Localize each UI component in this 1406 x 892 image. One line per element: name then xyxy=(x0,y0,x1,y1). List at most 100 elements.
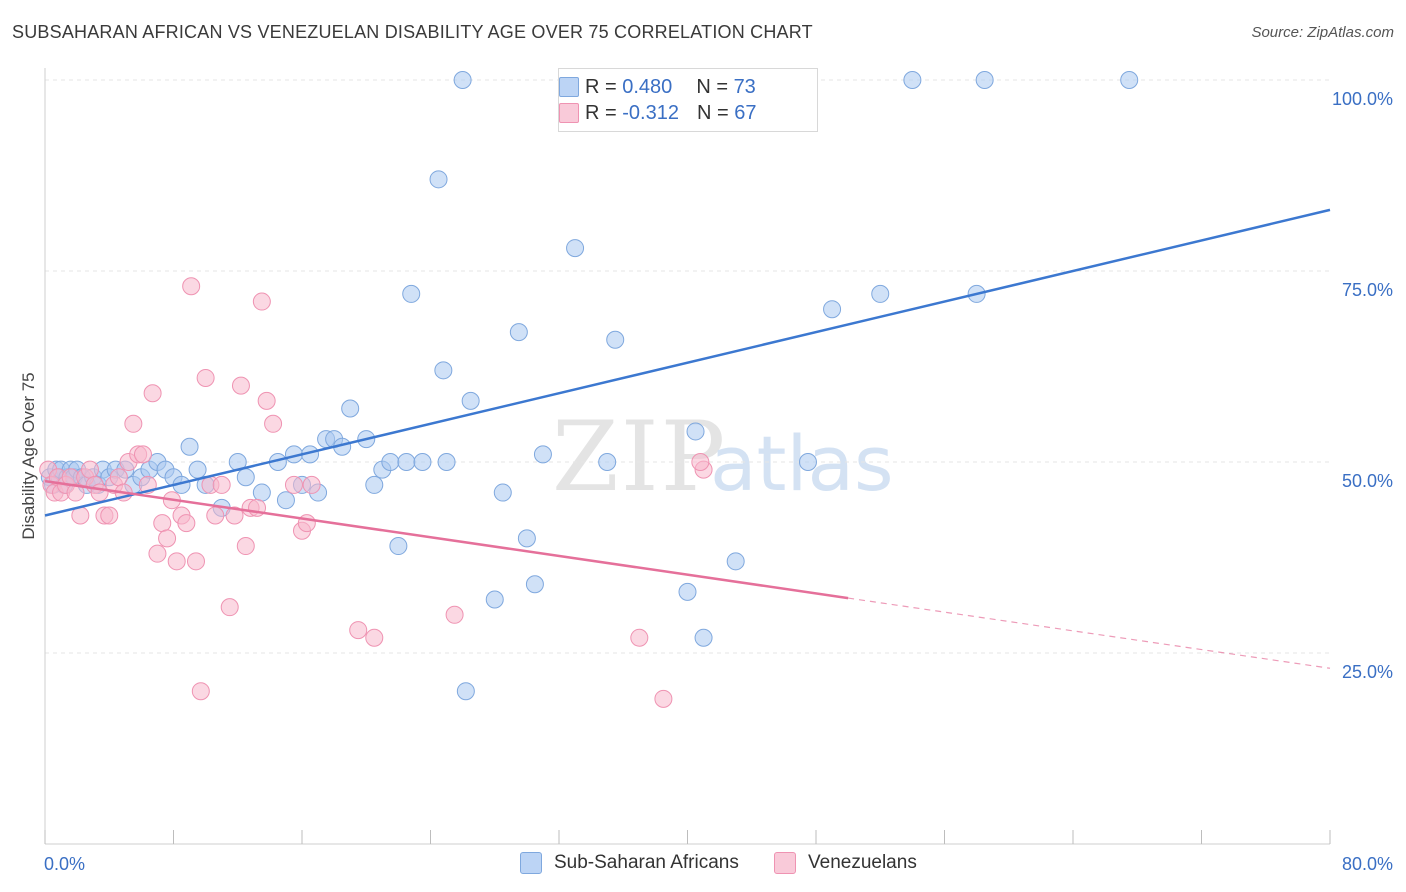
legend-row-venezuelans: R = -0.312 N = 67 xyxy=(559,101,757,125)
data-point-sub-saharan xyxy=(402,284,421,303)
data-point-sub-saharan xyxy=(1120,71,1139,89)
data-point-sub-saharan xyxy=(686,422,705,441)
legend-r-value: 0.480 xyxy=(622,75,673,98)
x-tick-label: 80.0% xyxy=(1342,854,1393,874)
data-point-venezuelan xyxy=(630,628,649,647)
legend-n-value: 73 xyxy=(733,75,756,98)
data-point-venezuelan xyxy=(236,537,255,556)
data-point-venezuelan xyxy=(80,460,99,479)
data-point-venezuelan xyxy=(212,475,231,494)
data-point-venezuelan xyxy=(133,445,152,464)
data-point-sub-saharan xyxy=(276,491,295,510)
trend-line-sub-saharan xyxy=(44,208,1331,517)
data-point-venezuelan xyxy=(445,605,464,624)
data-point-venezuelan xyxy=(206,506,225,525)
legend-label: Sub-Saharan Africans xyxy=(554,852,739,873)
data-point-sub-saharan xyxy=(903,71,922,89)
data-point-sub-saharan xyxy=(389,537,408,556)
data-point-venezuelan xyxy=(191,682,210,701)
data-point-venezuelan xyxy=(100,506,119,525)
data-point-venezuelan xyxy=(109,468,128,487)
data-point-venezuelan xyxy=(167,552,186,571)
data-point-venezuelan xyxy=(220,598,239,617)
data-point-venezuelan xyxy=(158,529,177,548)
data-point-sub-saharan xyxy=(533,445,552,464)
data-point-sub-saharan xyxy=(180,437,199,456)
legend-swatch-pink xyxy=(559,103,579,123)
data-point-venezuelan xyxy=(365,628,384,647)
data-point-sub-saharan xyxy=(397,453,416,471)
data-point-sub-saharan xyxy=(252,483,271,502)
legend-n-label: N = xyxy=(696,75,734,98)
data-point-venezuelan xyxy=(257,391,276,410)
data-point-venezuelan xyxy=(231,376,250,395)
data-point-sub-saharan xyxy=(341,399,360,418)
legend-r-label: R = xyxy=(585,101,623,124)
x-tick-label: 0.0% xyxy=(44,854,85,874)
data-point-venezuelan xyxy=(124,414,143,433)
y-tick-label: 75.0% xyxy=(1342,280,1393,300)
data-point-venezuelan xyxy=(66,483,85,502)
y-axis-label: Disability Age Over 75 xyxy=(19,372,38,539)
y-tick-label: 25.0% xyxy=(1342,662,1393,682)
trend-line-venezuelan-extension xyxy=(848,597,1331,669)
data-point-sub-saharan xyxy=(517,529,536,548)
data-point-venezuelan xyxy=(186,552,205,571)
data-point-venezuelan xyxy=(177,514,196,533)
data-point-sub-saharan xyxy=(437,453,456,471)
data-point-sub-saharan xyxy=(413,453,432,471)
bottom-legend: Sub-Saharan Africans Venezuelans xyxy=(0,852,1406,876)
legend-label: Venezuelans xyxy=(808,852,917,873)
data-point-venezuelan xyxy=(196,368,215,387)
legend-row-sub-saharan: R = 0.480 N = 73 xyxy=(559,75,756,99)
source-label: Source: ZipAtlas.com xyxy=(1251,24,1394,41)
data-point-sub-saharan xyxy=(566,239,585,258)
legend-swatch-pink xyxy=(774,852,796,874)
data-point-venezuelan xyxy=(302,475,321,494)
data-point-sub-saharan xyxy=(606,330,625,349)
y-tick-label: 100.0% xyxy=(1332,89,1393,109)
data-point-sub-saharan xyxy=(598,453,617,471)
data-point-sub-saharan xyxy=(236,468,255,487)
data-point-sub-saharan xyxy=(823,300,842,319)
watermark: ZIP atlas xyxy=(552,401,894,513)
data-point-sub-saharan xyxy=(365,475,384,494)
data-point-venezuelan xyxy=(284,475,303,494)
data-point-sub-saharan xyxy=(188,460,207,479)
data-point-sub-saharan xyxy=(509,323,528,342)
data-point-sub-saharan xyxy=(871,284,890,303)
trend-line-venezuelan xyxy=(44,479,849,600)
data-point-venezuelan xyxy=(264,414,283,433)
data-point-sub-saharan xyxy=(381,453,400,471)
data-point-sub-saharan xyxy=(434,361,453,380)
data-point-sub-saharan xyxy=(798,453,817,471)
legend-n-value: 67 xyxy=(734,101,757,124)
data-point-sub-saharan xyxy=(461,391,480,410)
data-point-sub-saharan xyxy=(493,483,512,502)
data-point-venezuelan xyxy=(182,277,201,296)
y-tick-label: 50.0% xyxy=(1342,471,1393,491)
data-point-sub-saharan xyxy=(678,582,697,601)
data-point-sub-saharan xyxy=(485,590,504,609)
data-point-venezuelan xyxy=(143,384,162,403)
data-point-venezuelan xyxy=(252,292,271,311)
data-point-venezuelan xyxy=(691,453,710,471)
data-point-venezuelan xyxy=(225,506,244,525)
data-point-venezuelan xyxy=(153,514,172,533)
chart-title: SUBSAHARAN AFRICAN VS VENEZUELAN DISABIL… xyxy=(12,22,813,42)
data-point-venezuelan xyxy=(148,544,167,563)
legend-r-value: -0.312 xyxy=(622,101,679,124)
data-point-sub-saharan xyxy=(429,170,448,189)
legend-n-label: N = xyxy=(696,101,735,124)
legend-swatch-blue xyxy=(520,852,542,874)
legend-r-label: R = xyxy=(585,75,623,98)
legend-item-venezuelans[interactable]: Venezuelans xyxy=(774,852,917,874)
data-point-sub-saharan xyxy=(726,552,745,571)
data-point-sub-saharan xyxy=(694,628,713,647)
data-point-sub-saharan xyxy=(456,682,475,701)
legend-item-sub-saharan[interactable]: Sub-Saharan Africans xyxy=(520,852,739,874)
data-point-venezuelan xyxy=(654,689,673,708)
legend-swatch-blue xyxy=(559,77,579,97)
legend-box: R = 0.480 N = 73 R = -0.312 N = 67 xyxy=(558,68,818,132)
